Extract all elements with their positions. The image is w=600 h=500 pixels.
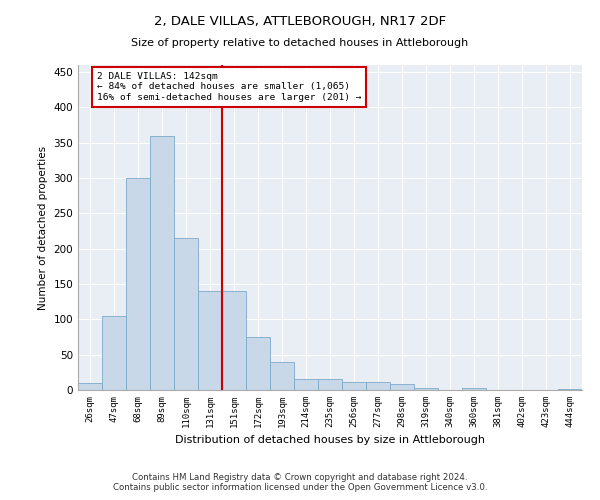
Bar (366, 382, 390, 390)
Bar (318, 380, 342, 390)
Bar (414, 388, 438, 390)
X-axis label: Distribution of detached houses by size in Attleborough: Distribution of detached houses by size … (175, 436, 485, 446)
Bar (198, 291, 222, 390)
Bar (342, 382, 366, 390)
Bar (270, 362, 294, 390)
Bar (222, 291, 246, 390)
Bar (78, 383, 102, 390)
Bar (294, 380, 318, 390)
Bar (150, 136, 174, 390)
Bar (558, 388, 582, 390)
Text: 2, DALE VILLAS, ATTLEBOROUGH, NR17 2DF: 2, DALE VILLAS, ATTLEBOROUGH, NR17 2DF (154, 15, 446, 28)
Bar (390, 384, 414, 390)
Text: Size of property relative to detached houses in Attleborough: Size of property relative to detached ho… (131, 38, 469, 48)
Text: Contains HM Land Registry data © Crown copyright and database right 2024.
Contai: Contains HM Land Registry data © Crown c… (113, 473, 487, 492)
Bar (462, 388, 486, 390)
Text: 2 DALE VILLAS: 142sqm
← 84% of detached houses are smaller (1,065)
16% of semi-d: 2 DALE VILLAS: 142sqm ← 84% of detached … (97, 72, 362, 102)
Y-axis label: Number of detached properties: Number of detached properties (38, 146, 48, 310)
Bar (126, 178, 150, 390)
Bar (102, 316, 126, 390)
Bar (246, 337, 270, 390)
Bar (174, 238, 198, 390)
